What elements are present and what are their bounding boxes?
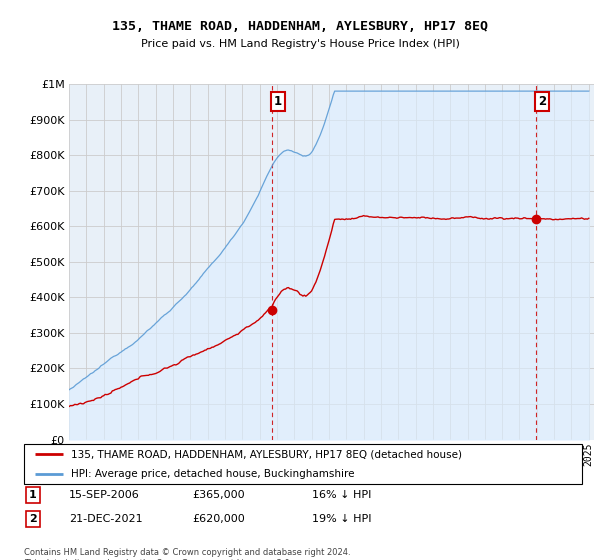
Text: 16% ↓ HPI: 16% ↓ HPI — [312, 490, 371, 500]
Text: 2: 2 — [538, 95, 546, 108]
Text: 19% ↓ HPI: 19% ↓ HPI — [312, 514, 371, 524]
Text: 1: 1 — [29, 490, 37, 500]
Text: £620,000: £620,000 — [192, 514, 245, 524]
Text: 135, THAME ROAD, HADDENHAM, AYLESBURY, HP17 8EQ (detached house): 135, THAME ROAD, HADDENHAM, AYLESBURY, H… — [71, 449, 463, 459]
Text: £365,000: £365,000 — [192, 490, 245, 500]
Text: Contains HM Land Registry data © Crown copyright and database right 2024.
This d: Contains HM Land Registry data © Crown c… — [24, 548, 350, 560]
Text: Price paid vs. HM Land Registry's House Price Index (HPI): Price paid vs. HM Land Registry's House … — [140, 39, 460, 49]
Text: 15-SEP-2006: 15-SEP-2006 — [69, 490, 140, 500]
Text: HPI: Average price, detached house, Buckinghamshire: HPI: Average price, detached house, Buck… — [71, 469, 355, 479]
Text: 21-DEC-2021: 21-DEC-2021 — [69, 514, 143, 524]
Text: 2: 2 — [29, 514, 37, 524]
Text: 135, THAME ROAD, HADDENHAM, AYLESBURY, HP17 8EQ: 135, THAME ROAD, HADDENHAM, AYLESBURY, H… — [112, 20, 488, 32]
Text: 1: 1 — [274, 95, 282, 108]
